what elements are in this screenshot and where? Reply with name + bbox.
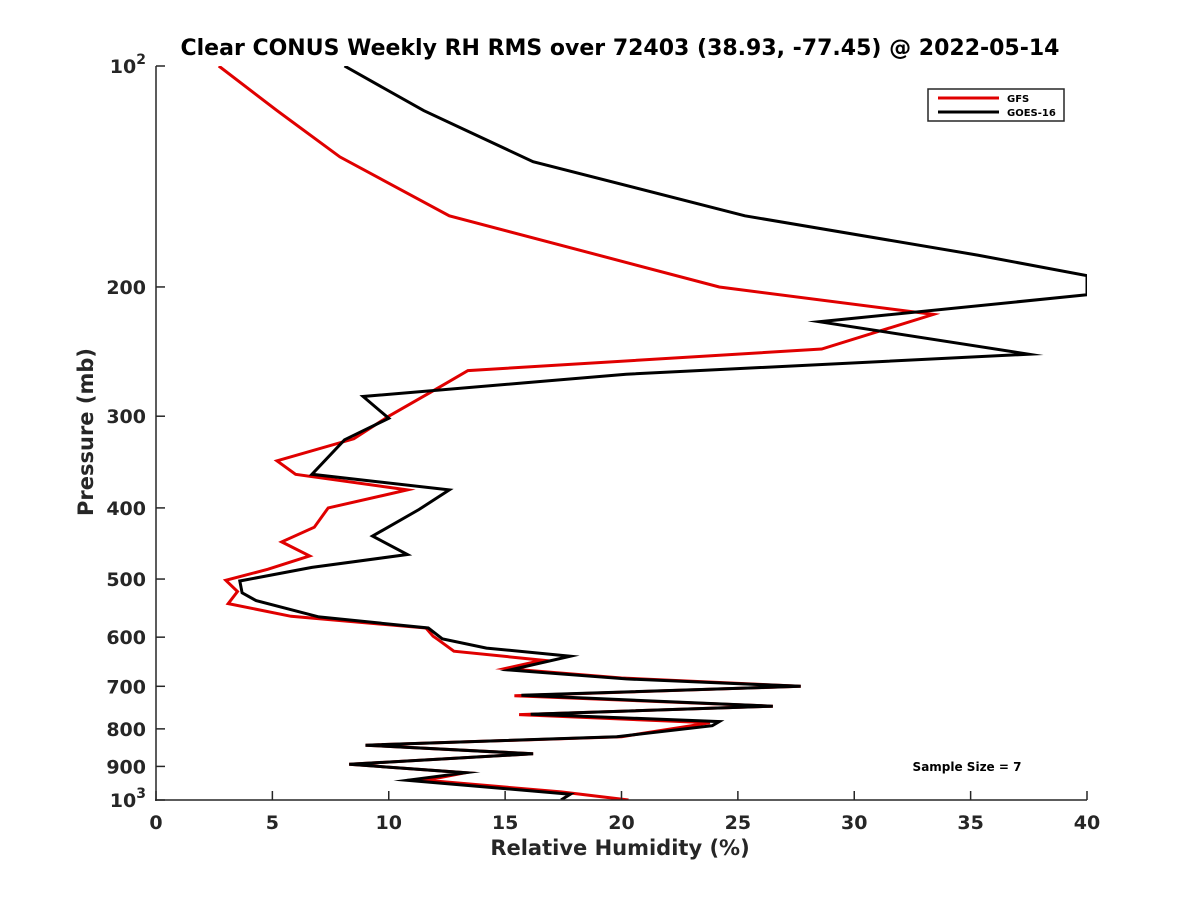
y-tick-label: 900: [106, 756, 146, 778]
y-tick-label: 200: [106, 277, 146, 299]
x-tick-label: 5: [266, 812, 279, 834]
legend-box: [927, 88, 1065, 122]
y-tick-label: 500: [106, 569, 146, 591]
legend: GFS GOES-16: [927, 88, 1065, 122]
y-tick-label: 600: [106, 627, 146, 649]
x-tick-label: 0: [149, 812, 162, 834]
series-line-goes-16: [238, 66, 1087, 800]
legend-label: GFS: [1007, 94, 1029, 105]
y-tick-label: 700: [106, 676, 146, 698]
axes: 0 5 10 15 20 25 30 35 40 102 200 300 400 500 600 700 800…: [106, 52, 1100, 834]
y-tick-label: 300: [106, 406, 146, 428]
x-tick-label: 20: [608, 812, 634, 834]
y-axis-label: Pressure (mb): [74, 348, 98, 516]
plot-area: [217, 66, 1087, 800]
y-tick-label: 400: [106, 498, 146, 520]
sample-size-annotation: Sample Size = 7: [913, 760, 1022, 774]
series-lines: [217, 66, 1087, 800]
y-tick-label: 800: [106, 719, 146, 741]
y-tick-label: 103: [110, 786, 146, 812]
series-line-gfs: [217, 66, 941, 800]
x-tick-label: 30: [841, 812, 867, 834]
x-tick-label: 40: [1074, 812, 1100, 834]
x-tick-label: 15: [492, 812, 518, 834]
x-axis-label: Relative Humidity (%): [490, 836, 749, 860]
x-tick-label: 25: [725, 812, 751, 834]
chart-title: Clear CONUS Weekly RH RMS over 72403 (38…: [181, 36, 1060, 61]
x-tick-label: 35: [957, 812, 983, 834]
legend-label: GOES-16: [1007, 108, 1056, 119]
x-tick-label: 10: [376, 812, 402, 834]
y-tick-label: 102: [110, 52, 146, 78]
